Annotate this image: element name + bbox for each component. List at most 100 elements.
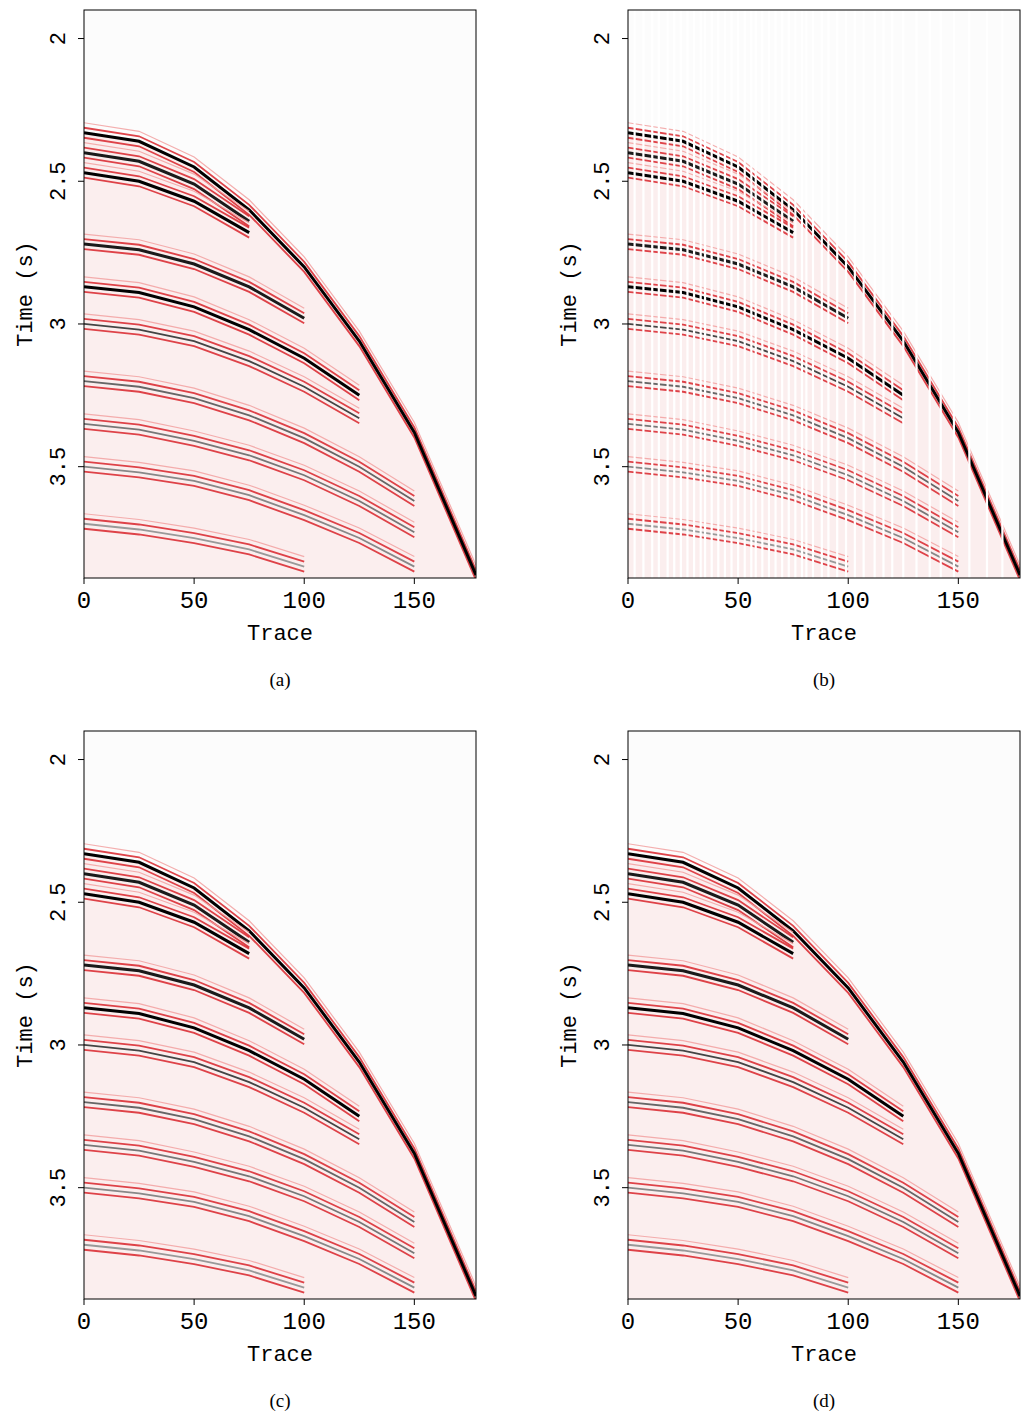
figure: 22.533.5050100150TraceTime (s)(a)22.533.… xyxy=(0,0,1027,1418)
wavelet-lobe xyxy=(628,1240,848,1283)
missing-trace xyxy=(761,10,763,578)
seismic-event xyxy=(84,381,414,501)
missing-trace xyxy=(929,10,931,578)
wavelet-lobe xyxy=(628,414,958,522)
seismic-event xyxy=(628,467,958,567)
missing-trace xyxy=(902,10,904,578)
wavelet-lobe xyxy=(84,329,359,423)
seismic-event xyxy=(84,1188,414,1288)
seismic-event xyxy=(84,1102,414,1222)
wavefield-zone xyxy=(84,854,476,1299)
wavelet-lobe xyxy=(84,1250,304,1293)
seismic-event xyxy=(84,1045,359,1139)
y-tick xyxy=(78,323,84,324)
y-tick xyxy=(622,759,628,760)
panel-caption: (b) xyxy=(813,669,835,691)
y-tick-label: 2 xyxy=(48,753,73,766)
y-tick-label: 2.5 xyxy=(592,161,617,201)
y-tick-label: 2.5 xyxy=(592,882,617,922)
x-axis-title: Trace xyxy=(247,622,313,647)
missing-trace xyxy=(986,10,988,578)
wavelet-lobe xyxy=(84,849,476,1291)
missing-trace xyxy=(730,10,732,578)
missing-trace xyxy=(1001,10,1003,578)
wavelet-lobe xyxy=(84,899,249,959)
wavelet-lobe xyxy=(628,844,1020,1286)
y-tick-label: 2 xyxy=(48,32,73,45)
y-tick-label: 3 xyxy=(48,1038,73,1051)
y-axis-title: Time (s) xyxy=(558,241,583,347)
seismic-event xyxy=(628,1145,958,1253)
wavelet-lobe xyxy=(628,849,1020,1291)
wavelet-lobe xyxy=(628,386,958,506)
y-tick-label: 2 xyxy=(592,753,617,766)
missing-trace xyxy=(836,10,838,578)
x-tick-label: 50 xyxy=(724,1309,753,1336)
seismic-event xyxy=(628,324,903,418)
frame xyxy=(628,10,1020,578)
missing-trace xyxy=(717,10,719,578)
wavelet-lobe xyxy=(628,472,958,572)
y-tick xyxy=(78,1044,84,1045)
x-tick xyxy=(628,578,629,584)
wavelet-lobe xyxy=(84,1107,414,1227)
plot-area xyxy=(84,123,476,578)
x-tick-label: 100 xyxy=(827,588,870,615)
y-tick xyxy=(622,466,628,467)
x-tick xyxy=(304,578,305,584)
x-tick xyxy=(848,1299,849,1305)
wavelet-lobe xyxy=(628,1050,903,1144)
wavelet-lobe xyxy=(84,514,304,557)
x-tick xyxy=(414,1299,415,1305)
panel: 22.533.5050100150TraceTime (s)(d) xyxy=(558,731,1021,1412)
y-tick xyxy=(622,323,628,324)
missing-trace xyxy=(827,10,829,578)
x-axis-title: Trace xyxy=(247,1343,313,1368)
wavelet-lobe xyxy=(84,178,249,238)
x-tick-label: 50 xyxy=(180,588,209,615)
wavelet-lobe xyxy=(84,1003,359,1111)
missing-trace xyxy=(724,10,726,578)
frame xyxy=(84,10,476,578)
wavelet-lobe xyxy=(84,529,304,572)
y-tick xyxy=(622,38,628,39)
missing-trace xyxy=(774,10,776,578)
panel: 22.533.5050100150TraceTime (s)(a) xyxy=(14,10,477,691)
missing-trace xyxy=(711,10,713,578)
missing-trace xyxy=(658,10,660,578)
x-tick-label: 150 xyxy=(393,1309,436,1336)
x-tick-label: 150 xyxy=(937,588,980,615)
panel-caption: (d) xyxy=(813,1390,835,1412)
x-tick-label: 100 xyxy=(283,1309,326,1336)
missing-trace xyxy=(680,10,682,578)
wavelet-lobe xyxy=(84,1050,359,1144)
panel: 22.533.5050100150TraceTime (s)(b) xyxy=(558,10,1021,691)
missing-trace xyxy=(744,10,746,578)
x-tick xyxy=(84,1299,85,1305)
x-tick xyxy=(738,1299,739,1305)
y-tick xyxy=(78,759,84,760)
missing-trace xyxy=(634,10,636,578)
plot-area xyxy=(628,844,1020,1299)
x-tick xyxy=(194,578,195,584)
plot-background xyxy=(628,731,1020,1299)
missing-trace xyxy=(651,10,653,578)
seismic-event xyxy=(84,1145,414,1253)
missing-trace xyxy=(854,10,856,578)
x-tick xyxy=(958,1299,959,1305)
wavelet-lobe xyxy=(84,859,476,1299)
y-axis-title: Time (s) xyxy=(558,962,583,1068)
x-tick-label: 50 xyxy=(724,588,753,615)
x-axis-title: Trace xyxy=(791,622,857,647)
y-tick-label: 3 xyxy=(592,317,617,330)
x-tick xyxy=(848,578,849,584)
missing-trace xyxy=(704,10,706,578)
seismic-event xyxy=(628,1045,903,1139)
y-tick-label: 3.5 xyxy=(48,447,73,487)
y-tick xyxy=(622,1187,628,1188)
missing-trace xyxy=(700,10,702,578)
y-tick-label: 3.5 xyxy=(48,1168,73,1208)
wavelet-lobe xyxy=(84,419,414,527)
y-tick-label: 3 xyxy=(592,1038,617,1051)
x-tick xyxy=(958,578,959,584)
